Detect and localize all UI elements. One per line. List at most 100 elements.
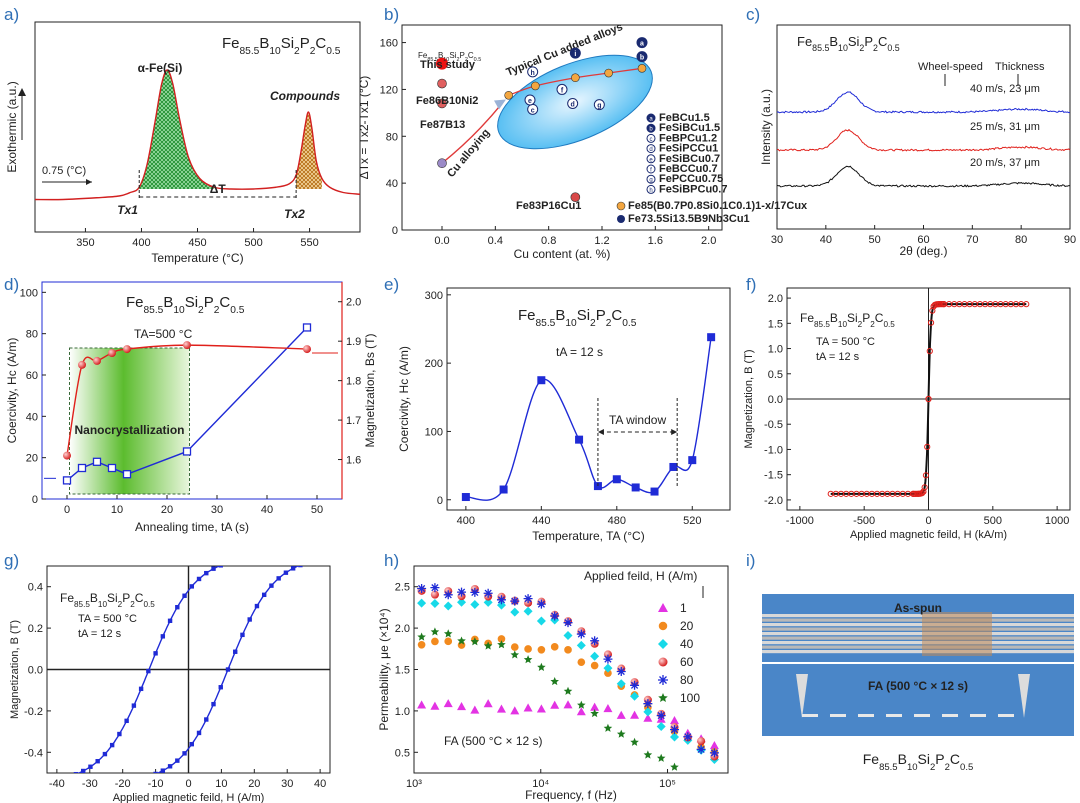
marker-plus <box>576 629 586 639</box>
magnetization-point <box>93 356 101 365</box>
legend-marker-e <box>646 154 656 164</box>
legend-entry-60: 60 <box>680 655 694 669</box>
hysteresis-point <box>110 780 114 784</box>
hysteresis-point <box>211 566 216 571</box>
x-tick-label: 10 <box>111 504 123 516</box>
legend-marker-letter: e <box>649 157 653 163</box>
alloy-point-f <box>556 83 568 95</box>
hysteresis-point <box>284 554 288 558</box>
hysteresis-point <box>269 583 274 588</box>
y-tick-label: 40 <box>386 178 398 190</box>
legend-marker-g <box>646 174 656 184</box>
y2-axis-label: Magnetization, Bs (T) <box>363 333 377 447</box>
marker-triangle <box>563 700 573 709</box>
alloy-point-letter: d <box>571 101 575 108</box>
legend-marker-letter: g <box>649 178 652 184</box>
bh-point <box>929 307 936 314</box>
hysteresis-point <box>175 758 180 763</box>
ribbon-strip <box>762 641 1074 645</box>
y-tick-label: -0.5 <box>764 419 783 431</box>
coercivity-point <box>631 483 640 492</box>
marker-star <box>616 729 626 738</box>
marker-star <box>443 629 453 638</box>
x-tick-label: 10⁵ <box>659 778 676 790</box>
panel-label: c) <box>746 5 760 24</box>
legend-entry-c: FeBPCu1.2 <box>659 132 717 144</box>
marker-circle <box>510 643 519 651</box>
x-tick-label: 0 <box>925 515 931 527</box>
marker-triangle <box>523 703 533 712</box>
y-tick-label: 0.5 <box>768 369 783 381</box>
as-spun-label: As-spun <box>894 601 942 615</box>
y-tick-label: 120 <box>380 84 398 96</box>
y-tick-label: 1.0 <box>768 344 783 356</box>
marker-plus <box>496 595 506 605</box>
x-tick-label: 50 <box>311 504 323 516</box>
alloy-point-letter: g <box>597 103 601 110</box>
marker-star <box>656 753 666 762</box>
fa-ribbon-piece <box>970 714 986 717</box>
legend-marker-letter: b <box>649 127 653 133</box>
marker-ball <box>697 737 706 746</box>
hysteresis-point <box>153 771 158 773</box>
marker-circle <box>537 645 546 654</box>
x-tick-label: 400 <box>132 237 150 249</box>
marker-diamond <box>658 639 668 649</box>
hysteresis-point <box>102 751 108 757</box>
tx1-label: Tx1 <box>117 203 138 217</box>
x-tick-label: 440 <box>532 515 550 527</box>
hysteresis-group <box>73 554 303 784</box>
marker-plus <box>523 594 533 604</box>
region-label: Nanocrystallization <box>74 423 184 437</box>
hysteresis-point <box>204 717 209 722</box>
y-tick-label: 20 <box>26 453 38 465</box>
nanocrystallization-region <box>69 347 190 495</box>
marker-triangle <box>669 716 679 725</box>
legend-entry-20: 20 <box>680 619 694 633</box>
fa-ribbon-piece <box>914 714 930 717</box>
fe83p16cu1-point <box>570 192 581 202</box>
hysteresis-point <box>124 718 129 724</box>
coercivity-point <box>537 376 546 385</box>
chart-subtitle-2: tA = 12 s <box>816 351 860 363</box>
y-tick-label: 1.5 <box>395 665 410 677</box>
x-tick-label: 500 <box>984 515 1002 527</box>
y-tick-label: 0 <box>32 494 38 506</box>
y-tick-label: 1.9 <box>346 336 361 348</box>
photo-divider <box>762 662 1074 664</box>
chart-title: Fe85.5B10Si2P2C0.5 <box>800 311 895 329</box>
thickness-heading: Thickness <box>995 61 1045 73</box>
chart-annotation: FA (500 °C × 12 s) <box>444 734 543 748</box>
y-tick-label: -0.4 <box>24 747 43 759</box>
hysteresis-point <box>160 768 166 773</box>
x-axis-label: 2θ (deg.) <box>899 244 947 258</box>
y-tick-label: 160 <box>380 38 398 50</box>
legend-marker-i <box>617 215 625 223</box>
y-axis-label: Coercivity, Hc (A/m) <box>5 338 19 444</box>
y-axis-arrowhead <box>18 88 26 96</box>
window-label: TA window <box>609 413 666 427</box>
legend-entry-e: FeSiBCu0.7 <box>659 153 720 165</box>
panel-label: b) <box>384 5 399 24</box>
marker-circle <box>417 640 426 649</box>
alloy-point-letter: b <box>640 55 644 62</box>
x-axis-label: Cu content (at. %) <box>514 247 611 261</box>
legend-entry-h: FeSiBPCu0.7 <box>659 183 727 195</box>
hysteresis-point <box>218 566 223 568</box>
alloy-point-letter: i <box>574 51 576 58</box>
marker-plus <box>630 680 640 690</box>
x-tick-label: 1.2 <box>594 235 609 247</box>
bh-point <box>1023 301 1030 308</box>
x-tick-label: 550 <box>300 237 318 249</box>
marker-plus <box>563 618 573 628</box>
x-tick-label: 20 <box>248 778 260 790</box>
marker-plus <box>590 636 600 646</box>
hysteresis-point <box>240 632 245 638</box>
legend-marker-b <box>646 123 656 133</box>
marker-plus <box>603 654 613 664</box>
legend-marker-letter: f <box>650 168 652 174</box>
marker-star <box>577 700 586 709</box>
magnetization-point <box>183 341 191 350</box>
x-tick-label: 450 <box>188 237 206 249</box>
marker-diamond <box>576 640 586 650</box>
